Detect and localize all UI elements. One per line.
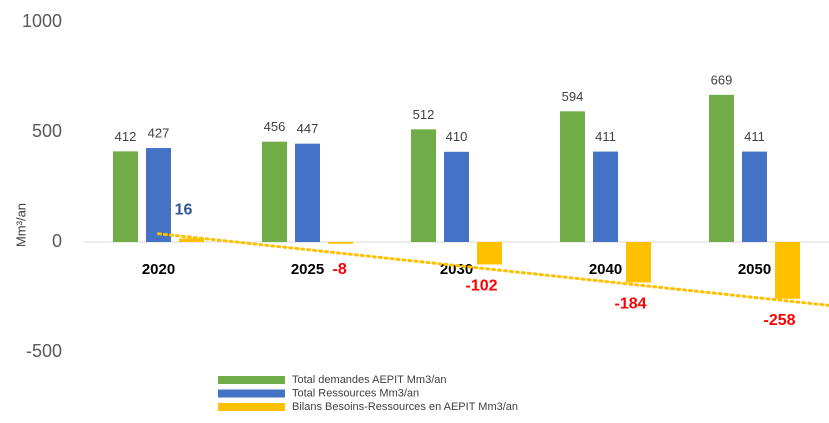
legend-swatch (218, 389, 285, 398)
x-tick-label: 2040 (589, 261, 622, 278)
bar (295, 143, 320, 242)
bar (593, 151, 618, 242)
data-label: -102 (465, 278, 497, 295)
trendline (157, 232, 829, 307)
y-tick-label: 500 (32, 121, 62, 141)
data-label: -258 (763, 312, 795, 329)
data-label: 411 (744, 129, 765, 144)
legend-label: Bilans Besoins-Ressources en AEPIT Mm3/a… (292, 401, 518, 413)
data-label: -184 (614, 296, 646, 313)
bar (477, 242, 502, 265)
data-label: 427 (148, 125, 170, 140)
data-label: 410 (446, 129, 468, 144)
x-tick-label: 2025 (291, 261, 324, 278)
bar (709, 94, 734, 242)
y-tick-label: 1000 (22, 11, 62, 31)
bar (113, 151, 138, 242)
x-tick-label: 2050 (738, 261, 771, 278)
data-label: 412 (115, 129, 137, 144)
bar (411, 129, 436, 242)
y-axis-label: Mm³/an (13, 203, 28, 247)
x-tick-label: 2020 (142, 261, 175, 278)
legend-label: Total Ressources Mm3/an (292, 387, 419, 399)
y-tick-label: -500 (26, 341, 62, 361)
bar (560, 111, 585, 242)
y-tick-label: 0 (52, 231, 62, 251)
data-label: 512 (413, 107, 435, 122)
data-label: 456 (264, 119, 286, 134)
data-label: 594 (562, 89, 584, 104)
bar (146, 148, 171, 242)
bar (262, 141, 287, 242)
data-label: 669 (711, 72, 733, 87)
bar (444, 151, 469, 242)
bar (328, 242, 353, 244)
legend-swatch (218, 376, 285, 384)
data-label: 411 (595, 129, 616, 144)
data-label: 447 (297, 121, 319, 136)
legend-label: Total demandes AEPIT Mm3/an (292, 374, 447, 386)
bar (742, 151, 767, 242)
data-label: 16 (175, 202, 193, 219)
bar (775, 242, 800, 299)
data-label: -8 (333, 261, 347, 278)
legend-swatch (218, 403, 285, 411)
bar (626, 242, 651, 283)
bar (179, 238, 204, 242)
